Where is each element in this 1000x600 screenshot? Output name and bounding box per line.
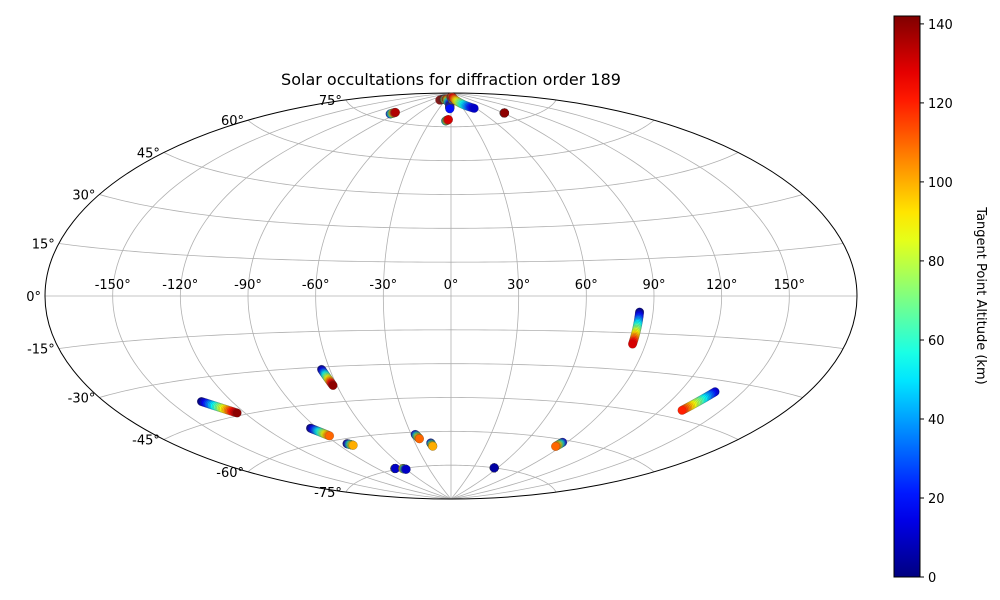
data-point: [500, 108, 510, 118]
data-point: [401, 464, 411, 474]
parallel-line: [99, 194, 803, 229]
data-point: [325, 431, 335, 441]
y-tick-label: -30°: [68, 392, 96, 407]
grid: [45, 92, 857, 500]
data-point: [232, 408, 242, 418]
y-tick-label: 15°: [32, 238, 55, 253]
y-tick-label: 60°: [221, 114, 244, 129]
parallel-line: [247, 430, 655, 473]
y-tick-label: -60°: [216, 466, 244, 481]
y-tick-label: -75°: [314, 486, 342, 501]
colorbar-tick-label: 120: [928, 97, 953, 112]
y-tick-label: 75°: [319, 94, 342, 109]
data-point: [414, 434, 425, 444]
data-point: [677, 405, 687, 415]
x-tick-label: -150°: [95, 278, 131, 293]
data-point: [443, 115, 453, 125]
colorbar: 0 20 40 60 80 100 120 140 Tangent Point Altitud…: [893, 15, 988, 586]
colorbar-ticks: 0 20 40 60 80 100 120 140: [920, 18, 953, 586]
parallel-line: [58, 329, 844, 349]
map-area: [44, 92, 858, 500]
colorbar-tick-label: 80: [928, 255, 945, 270]
data-point: [445, 104, 455, 114]
data-point: [328, 380, 338, 391]
colorbar-tick-label: 100: [928, 176, 953, 191]
colorbar-tick-label: 20: [928, 492, 945, 507]
parallel-line: [163, 152, 739, 195]
x-tick-label: 120°: [706, 278, 737, 293]
parallel-line: [58, 243, 844, 263]
colorbar-tick-label: 0: [928, 571, 936, 586]
data-point: [627, 339, 638, 349]
x-tick-label: 0°: [444, 278, 459, 293]
colorbar-gradient: [893, 15, 921, 578]
parallel-line: [99, 363, 803, 398]
y-tick-labels: 75° 60° 45° 30° 15° 0° -15° -30° -45° -60° -75°: [26, 94, 342, 501]
colorbar-label: Tangent Point Altitude (km): [973, 206, 988, 384]
x-tick-label: -120°: [162, 278, 198, 293]
data-point: [390, 107, 401, 117]
data-point: [551, 441, 561, 451]
y-tick-label: -15°: [27, 343, 55, 358]
x-tick-label: -90°: [234, 278, 262, 293]
x-tick-label: 30°: [507, 278, 530, 293]
data-points: [196, 92, 720, 474]
x-tick-labels: -150° -120° -90° -60° -30° 0° 30° 60° 90° 120° 150…: [95, 278, 805, 293]
parallel-line: [345, 464, 557, 493]
x-tick-label: 60°: [575, 278, 598, 293]
x-tick-label: -60°: [302, 278, 330, 293]
y-tick-label: 0°: [26, 290, 41, 305]
x-tick-label: 150°: [774, 278, 805, 293]
parallel-line: [345, 99, 557, 128]
colorbar-tick-label: 60: [928, 334, 945, 349]
parallel-line: [163, 397, 739, 440]
x-tick-label: 90°: [642, 278, 665, 293]
data-point: [348, 440, 358, 450]
parallel-line: [247, 119, 655, 162]
colorbar-tick-label: 140: [928, 18, 953, 33]
y-tick-label: -45°: [132, 434, 160, 449]
data-point: [428, 441, 438, 451]
chart-title: Solar occultations for diffraction order…: [281, 70, 621, 89]
y-tick-label: 30°: [72, 189, 95, 204]
data-point: [469, 103, 479, 113]
y-tick-label: 45°: [137, 147, 160, 162]
colorbar-tick-label: 40: [928, 413, 945, 428]
data-point: [489, 463, 499, 473]
x-tick-label: -30°: [369, 278, 397, 293]
